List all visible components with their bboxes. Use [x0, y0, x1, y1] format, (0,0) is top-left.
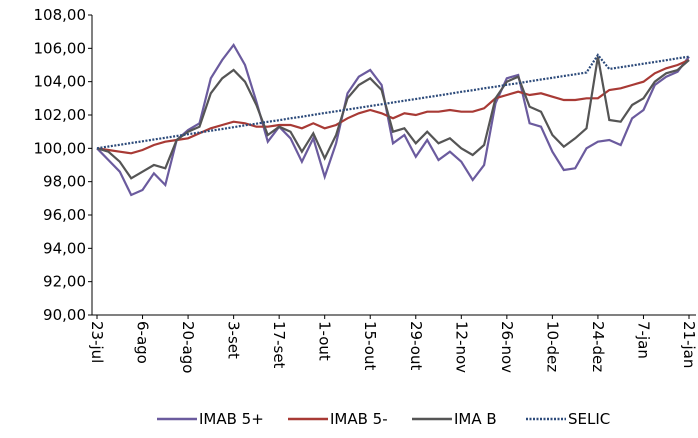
x-tick-label: 12-nov	[452, 321, 470, 373]
series-line	[96, 43, 690, 197]
series-line	[96, 56, 690, 180]
x-tick-label: 21-jan	[680, 321, 698, 368]
y-tick-label: 104,00	[34, 73, 87, 91]
y-tick-label: 98,00	[43, 173, 86, 191]
y-tick-label: 108,00	[34, 6, 87, 24]
x-tick-label: 20-ago	[179, 321, 197, 373]
series-line	[96, 53, 690, 150]
y-tick-label: 106,00	[34, 39, 87, 57]
legend-label: IMAB 5+	[199, 410, 264, 428]
x-tick-label: 10-dez	[543, 321, 561, 372]
x-tick-label: 24-dez	[589, 321, 607, 372]
y-tick-label: 90,00	[43, 306, 86, 324]
y-tick-label: 92,00	[43, 273, 86, 291]
y-tick-label: 96,00	[43, 206, 86, 224]
x-tick-label: 17-set	[270, 321, 288, 369]
y-tick-label: 100,00	[34, 139, 87, 157]
legend-label: IMAB 5-	[330, 410, 388, 428]
x-tick-label: 15-out	[361, 321, 379, 370]
x-tick-label: 29-out	[407, 321, 425, 370]
y-tick-label: 94,00	[43, 239, 86, 257]
legend-label: IMA B	[454, 410, 497, 428]
x-tick-label: 7-jan	[634, 321, 652, 359]
legend-label: SELIC	[568, 410, 610, 428]
x-tick-label: 26-nov	[498, 321, 516, 373]
y-tick-label: 102,00	[34, 106, 87, 124]
x-tick-label: 1-out	[316, 321, 334, 361]
x-tick-label: 23-jul	[88, 321, 106, 363]
x-tick-label: 3-set	[225, 321, 243, 359]
x-tick-label: 6-ago	[134, 321, 152, 364]
